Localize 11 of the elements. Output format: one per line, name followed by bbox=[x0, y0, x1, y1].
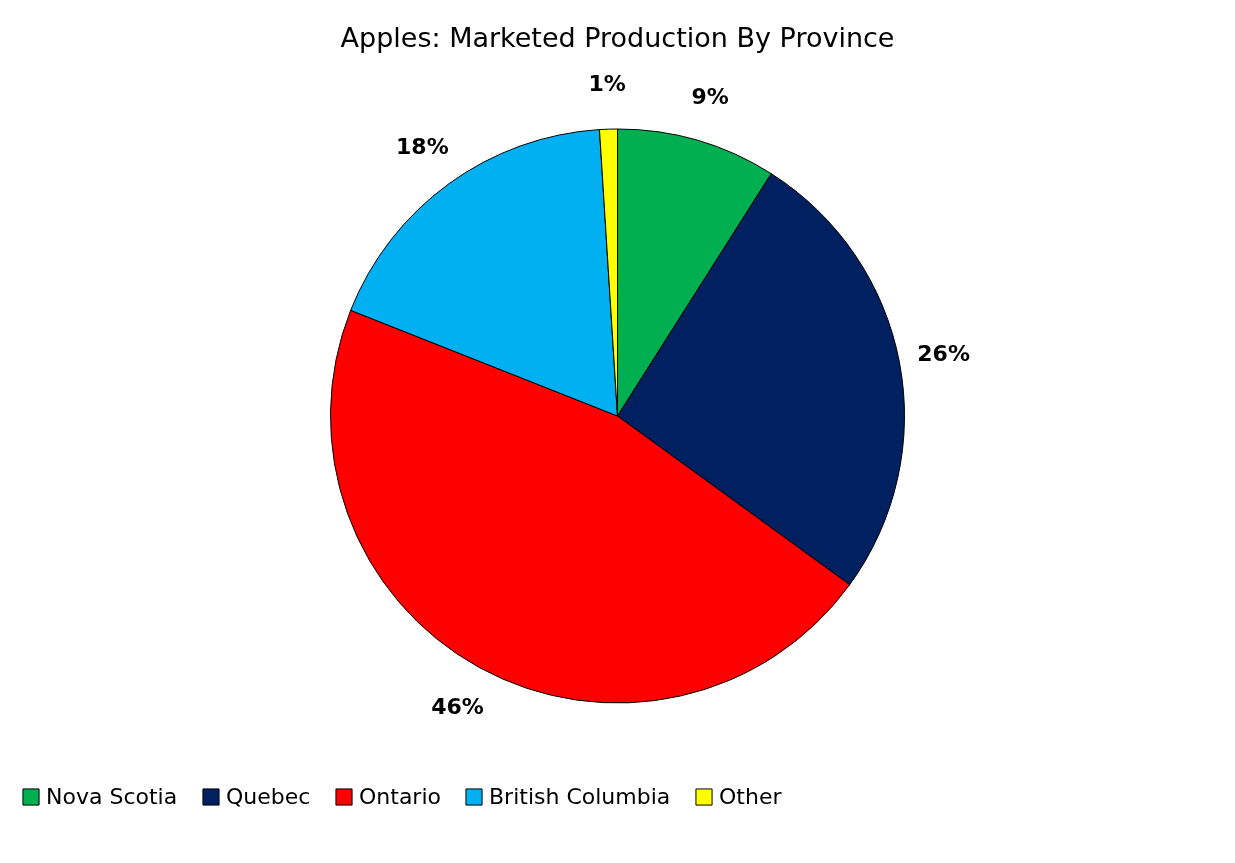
legend-label: Ontario bbox=[359, 784, 441, 809]
legend-label: British Columbia bbox=[489, 784, 671, 809]
data-label: 26% bbox=[917, 340, 970, 366]
chart-title: Apples: Marketed Production By Province bbox=[340, 22, 895, 54]
data-label: 46% bbox=[431, 693, 484, 719]
legend-label: Other bbox=[719, 784, 783, 809]
data-label: 9% bbox=[691, 84, 729, 110]
legend-label: Nova Scotia bbox=[46, 784, 178, 809]
legend-label: Quebec bbox=[226, 784, 311, 809]
data-label: 18% bbox=[396, 134, 449, 160]
data-label: 1% bbox=[588, 71, 626, 97]
